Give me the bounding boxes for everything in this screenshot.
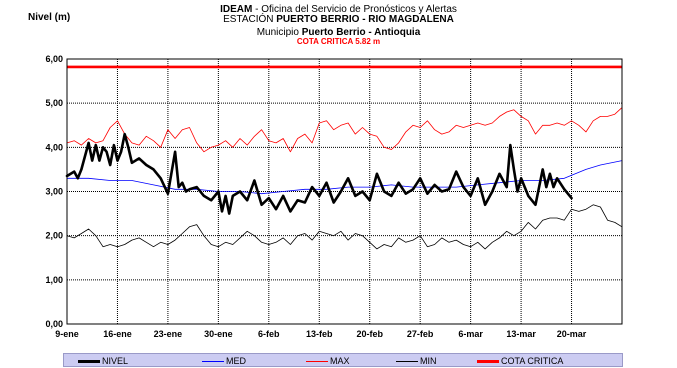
x-tick-label: 9-ene — [55, 329, 79, 339]
title-line-2: ESTACIÓN PUERTO BERRIO - RIO MAGDALENA — [0, 14, 677, 25]
station-name: PUERTO BERRIO - RIO MAGDALENA — [276, 14, 454, 25]
legend-swatch-nivel — [78, 360, 100, 363]
legend-label-max: MAX — [330, 356, 350, 366]
x-tick-label: 20-mar — [557, 329, 587, 339]
legend-swatch-med — [202, 361, 224, 362]
y-tick-label: 5,00 — [45, 98, 63, 108]
legend-swatch-min — [396, 361, 418, 362]
x-tick-label: 16-ene — [103, 329, 132, 339]
legend-label-nivel: NIVEL — [102, 356, 128, 366]
critical-level-label: COTA CRITICA 5.82 m — [0, 37, 677, 47]
legend-label-cota: COTA CRITICA — [501, 356, 563, 366]
legend-label-min: MIN — [420, 356, 437, 366]
y-tick-label: 4,00 — [45, 142, 63, 152]
x-tick-label: 27-feb — [407, 329, 434, 339]
series-line-min — [67, 205, 622, 249]
y-tick-label: 6,00 — [45, 54, 63, 64]
legend: NIVEL MED MAX MIN COTA CRITICA — [63, 353, 623, 367]
y-tick-label: 1,00 — [45, 275, 63, 285]
x-tick-label: 23-ene — [154, 329, 183, 339]
y-axis-label: Nivel (m) — [28, 12, 70, 23]
series-line-max — [67, 108, 622, 152]
x-tick-label: 6-feb — [258, 329, 280, 339]
y-tick-label: 2,00 — [45, 231, 63, 241]
legend-label-med: MED — [226, 356, 246, 366]
station-prefix: ESTACIÓN — [223, 14, 276, 25]
y-axis: 0,00 1,00 2,00 3,00 4,00 5,00 6,00 — [45, 54, 63, 329]
legend-item-max: MAX — [306, 354, 350, 368]
x-tick-label: 13-mar — [506, 329, 536, 339]
x-axis: 9-ene 16-ene 23-ene 30-ene 6-feb 13-feb 20-feb… — [55, 329, 587, 339]
legend-item-med: MED — [202, 354, 246, 368]
x-tick-label: 13-feb — [306, 329, 333, 339]
x-tick-label: 6-mar — [458, 329, 483, 339]
legend-swatch-max — [306, 361, 328, 362]
legend-item-min: MIN — [396, 354, 437, 368]
y-tick-label: 3,00 — [45, 187, 63, 197]
legend-swatch-cota — [477, 360, 499, 363]
y-tick-label: 0,00 — [45, 319, 63, 329]
series-layer — [67, 67, 622, 249]
x-tick-label: 30-ene — [204, 329, 233, 339]
legend-item-cota: COTA CRITICA — [477, 354, 563, 368]
x-tick-label: 20-feb — [356, 329, 383, 339]
legend-item-nivel: NIVEL — [78, 354, 128, 368]
